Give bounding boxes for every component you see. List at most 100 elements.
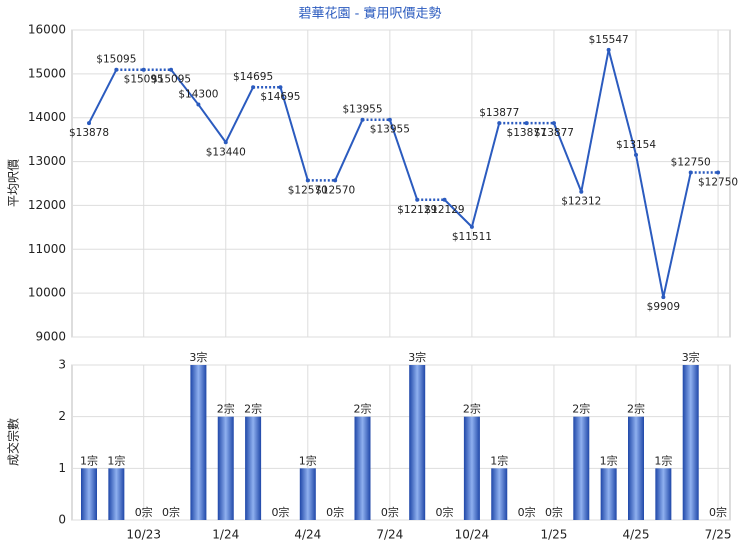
point [469, 224, 474, 229]
y-tick-label: 0 [58, 513, 66, 527]
bar [628, 416, 644, 520]
bar [655, 468, 672, 520]
point [688, 170, 693, 175]
data-label: 2宗 [627, 402, 645, 416]
data-label: $13440 [206, 146, 246, 158]
bar [217, 416, 234, 520]
data-label: 0宗 [162, 505, 180, 519]
x-tick-label: 1/24 [212, 528, 239, 542]
data-label: $13877 [534, 127, 574, 139]
bar [354, 416, 371, 520]
data-label: $12570 [315, 184, 355, 196]
data-label: 3宗 [408, 350, 426, 364]
data-label: 0宗 [545, 505, 563, 519]
data-label: 1宗 [600, 453, 618, 467]
x-tick-label: 10/23 [126, 528, 161, 542]
data-label: 2宗 [244, 402, 262, 416]
line-segment [88, 69, 118, 124]
bar [299, 468, 316, 520]
x-tick-label: 4/25 [623, 528, 650, 542]
point [196, 102, 201, 107]
data-label: 1宗 [299, 453, 317, 467]
line-segment [553, 122, 583, 193]
data-label: 0宗 [381, 505, 399, 519]
data-label: $15547 [589, 34, 629, 46]
data-label: 2宗 [217, 402, 235, 416]
data-label: $11511 [452, 231, 492, 243]
data-label: $13955 [342, 104, 382, 116]
point [606, 47, 611, 52]
point [360, 117, 365, 122]
data-label: $13877 [507, 127, 547, 139]
x-tick-label: 7/24 [376, 528, 403, 542]
bar [600, 468, 617, 520]
data-label: $15095 [151, 74, 191, 86]
point [114, 67, 119, 72]
y-tick-label: 13000 [28, 154, 66, 168]
data-label: 3宗 [189, 350, 207, 364]
data-label: $15095 [96, 54, 136, 66]
point [141, 67, 146, 72]
bar [108, 468, 125, 520]
data-label: 0宗 [271, 505, 289, 519]
point [415, 197, 420, 202]
y-tick-label: 16000 [28, 23, 66, 37]
data-label: $12750 [698, 177, 738, 189]
data-label: $15095 [124, 74, 164, 86]
line-segment [470, 122, 501, 228]
point [579, 189, 584, 194]
line-segment [607, 49, 637, 156]
bar [81, 468, 97, 520]
data-label: 1宗 [80, 453, 98, 467]
line-segment [388, 119, 419, 201]
data-label: 0宗 [135, 505, 153, 519]
point [497, 121, 502, 126]
data-label: $12750 [671, 157, 711, 169]
point [223, 140, 228, 145]
y-tick-label: 12000 [28, 198, 66, 212]
point [333, 178, 338, 183]
data-label: 2宗 [572, 402, 590, 416]
y-tick-label: 1 [58, 461, 66, 475]
bar [190, 365, 207, 520]
data-label: $9909 [647, 301, 680, 313]
point [442, 197, 447, 202]
bar [491, 468, 508, 520]
point [305, 178, 310, 183]
data-label: $12129 [397, 204, 437, 216]
data-label: $12570 [288, 184, 328, 196]
data-label: $14695 [233, 71, 273, 83]
point [716, 170, 721, 175]
data-label: 0宗 [326, 505, 344, 519]
y-axis-label: 成交宗數 [6, 418, 21, 466]
data-label: $12312 [561, 196, 601, 208]
point [524, 121, 529, 126]
x-tick-label: 1/25 [540, 528, 567, 542]
bar [245, 416, 262, 520]
line-segment [662, 172, 692, 298]
data-label: $13878 [69, 127, 109, 139]
bar [573, 416, 590, 520]
data-label: $14300 [178, 89, 218, 101]
bar [682, 365, 699, 520]
line-segment [443, 199, 473, 228]
point [251, 85, 256, 90]
line-segment [224, 86, 254, 143]
y-tick-label: 2 [58, 409, 66, 423]
data-label: 2宗 [463, 402, 481, 416]
point [387, 117, 392, 122]
point [87, 121, 91, 126]
point [169, 67, 174, 72]
data-label: $13154 [616, 139, 656, 151]
data-label: $14695 [260, 91, 300, 103]
line-segment [580, 49, 610, 192]
point [551, 121, 556, 126]
y-tick-label: 15000 [28, 66, 66, 80]
data-label: $13955 [370, 124, 410, 136]
y-tick-label: 14000 [28, 110, 66, 124]
point [661, 295, 666, 300]
y-axis-label: 平均呎價 [7, 159, 21, 207]
data-label: 0宗 [436, 505, 454, 519]
point [278, 85, 283, 90]
line-segment [635, 154, 665, 298]
